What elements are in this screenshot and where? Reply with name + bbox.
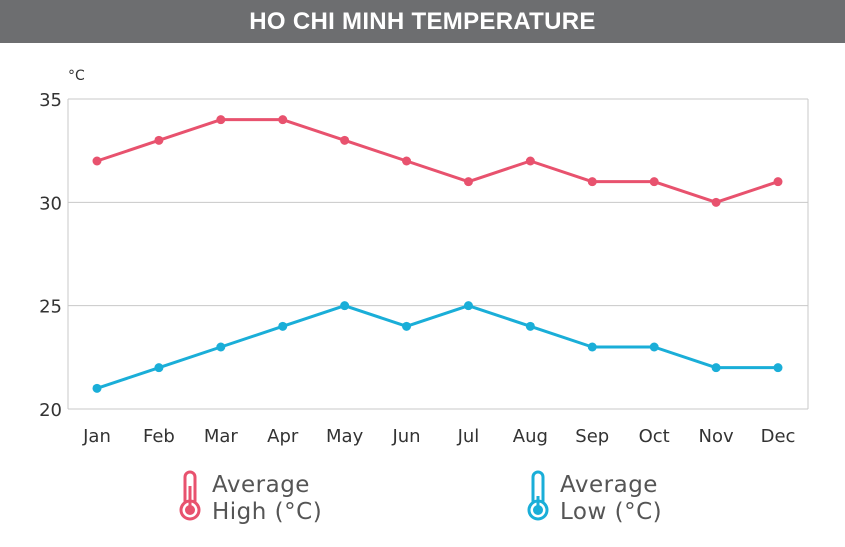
x-tick-label: Apr	[267, 426, 299, 447]
data-point	[216, 342, 226, 352]
data-point	[525, 321, 535, 331]
x-tick-label: Nov	[699, 426, 734, 447]
data-point	[216, 115, 226, 125]
series-high	[92, 115, 783, 207]
thermometer-icon	[179, 470, 201, 521]
data-point	[525, 156, 535, 166]
data-point	[340, 301, 350, 311]
data-point	[340, 135, 350, 145]
data-point	[278, 321, 288, 331]
data-point	[649, 342, 659, 352]
data-point	[463, 177, 473, 187]
legend-high-line2: High (°C)	[212, 499, 322, 525]
data-point	[402, 156, 412, 166]
data-point	[773, 363, 783, 373]
x-tick-label: Feb	[143, 426, 175, 447]
x-tick-label: Dec	[761, 426, 796, 447]
x-axis-ticks: Jan Feb Mar Apr May Jun Jul Aug Sep Oct Nov Dec	[82, 426, 795, 447]
series-line	[96, 118, 779, 204]
data-point	[587, 342, 597, 352]
data-point	[773, 177, 783, 187]
data-point	[463, 301, 473, 311]
data-point	[649, 177, 659, 187]
x-tick-label: Sep	[575, 426, 609, 447]
data-point	[711, 363, 721, 373]
series-line	[96, 304, 778, 390]
data-point	[154, 135, 164, 145]
y-tick-label: 30	[39, 193, 62, 214]
x-tick-label: Jul	[457, 426, 480, 447]
thermometer-icon	[527, 470, 549, 521]
legend-item-low: Average Low (°C)	[527, 470, 662, 525]
series-low	[92, 301, 783, 393]
chart-title: HO CHI MINH TEMPERATURE	[249, 7, 596, 35]
data-point	[711, 197, 721, 207]
legend-low-line1: Average	[560, 472, 658, 498]
grid	[67, 98, 809, 410]
y-tick-label: 20	[39, 400, 62, 421]
x-tick-label: May	[326, 426, 364, 447]
data-point	[92, 156, 102, 166]
unit-label: °C	[68, 68, 85, 84]
y-tick-label: 35	[39, 90, 62, 111]
x-tick-label: Jan	[82, 426, 111, 447]
x-tick-label: Oct	[639, 426, 670, 447]
legend-high-line1: Average	[212, 472, 310, 498]
title-bar: HO CHI MINH TEMPERATURE	[0, 0, 845, 43]
data-point	[278, 115, 288, 125]
data-point	[92, 383, 102, 393]
legend-low-line2: Low (°C)	[560, 499, 662, 525]
series-group	[92, 115, 783, 393]
data-point	[154, 363, 164, 373]
data-point	[402, 321, 412, 331]
legend-item-high: Average High (°C)	[179, 470, 322, 525]
x-tick-label: Mar	[204, 426, 239, 447]
x-tick-label: Jun	[391, 426, 420, 447]
y-axis-ticks: 20 25 30 35	[39, 90, 62, 421]
x-tick-label: Aug	[513, 426, 548, 447]
y-tick-label: 25	[39, 297, 62, 318]
data-point	[587, 177, 597, 187]
